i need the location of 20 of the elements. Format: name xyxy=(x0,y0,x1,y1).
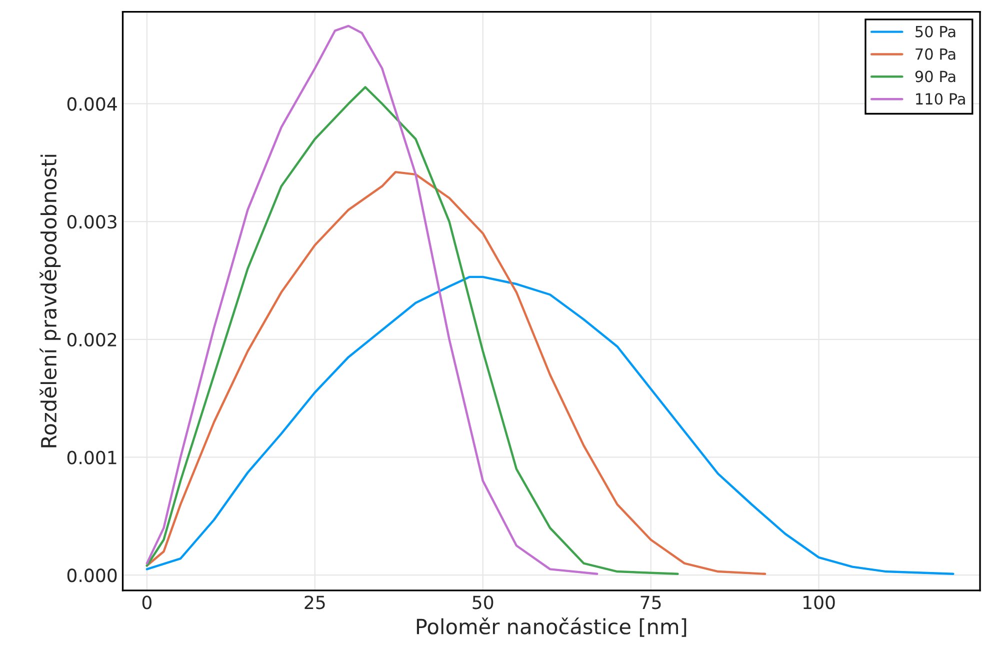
line-series xyxy=(146,170,766,576)
line-series xyxy=(146,24,598,576)
line-series xyxy=(146,276,954,576)
y-tick-label: 0.004 xyxy=(67,97,117,111)
legend-label: 70 Pa xyxy=(916,48,956,60)
x-axis-title: Poloměr nanočástice [nm] xyxy=(416,617,686,637)
y-tick-label: 0.002 xyxy=(67,332,116,347)
legend-label: 90 Pa xyxy=(915,70,956,82)
x-tick-label: 25 xyxy=(304,596,325,610)
y-tick-label: 0.003 xyxy=(67,215,116,229)
x-tick-label: 75 xyxy=(640,596,661,610)
x-tick-label: 0 xyxy=(142,596,152,610)
line-series xyxy=(146,86,679,576)
y-tick-label: 0.001 xyxy=(67,450,116,464)
legend-label: 50 Pa xyxy=(916,26,956,38)
y-axis-title: Rozdělení pravděpodobnosti xyxy=(40,154,61,448)
x-tick-label: 100 xyxy=(804,596,835,610)
legend-label: 110 Pa xyxy=(916,93,965,105)
y-tick-label: 0.000 xyxy=(67,568,117,582)
x-tick-label: 50 xyxy=(472,596,494,610)
